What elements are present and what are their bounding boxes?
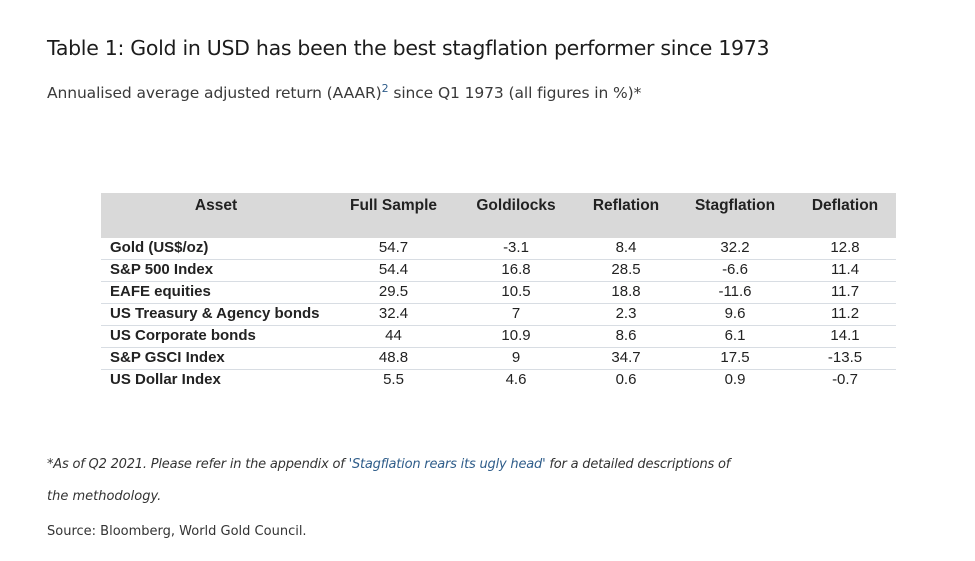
cell-full-sample: 29.5 bbox=[331, 281, 456, 304]
cell-full-sample: 48.8 bbox=[331, 347, 456, 370]
source-note: Source: Bloomberg, World Gold Council. bbox=[47, 524, 307, 539]
cell-deflation: 11.7 bbox=[794, 281, 896, 304]
cell-goldilocks: 16.8 bbox=[456, 259, 576, 282]
header-reflation: Reflation bbox=[576, 193, 676, 238]
cell-goldilocks: -3.1 bbox=[456, 238, 576, 260]
table-header-row: Asset Full Sample Goldilocks Reflation S… bbox=[101, 193, 896, 238]
table-row: Gold (US$/oz) 54.7 -3.1 8.4 32.2 12.8 bbox=[101, 238, 896, 260]
cell-goldilocks: 7 bbox=[456, 303, 576, 326]
cell-reflation: 18.8 bbox=[576, 281, 676, 304]
cell-reflation: 28.5 bbox=[576, 259, 676, 282]
cell-goldilocks: 9 bbox=[456, 347, 576, 370]
table-row: US Corporate bonds 44 10.9 8.6 6.1 14.1 bbox=[101, 325, 896, 348]
asset-name: S&P GSCI Index bbox=[101, 347, 331, 370]
cell-stagflation: 9.6 bbox=[676, 303, 794, 326]
cell-full-sample: 44 bbox=[331, 325, 456, 348]
cell-stagflation: 0.9 bbox=[724, 371, 746, 388]
cell-deflation: 11.4 bbox=[794, 259, 896, 282]
table-subtitle: Annualised average adjusted return (AAAR… bbox=[47, 82, 642, 102]
header-full-sample: Full Sample bbox=[331, 193, 456, 238]
footnote-text-after: for a detailed descriptions of bbox=[545, 457, 731, 472]
cell-reflation: 8.4 bbox=[576, 238, 676, 260]
cell-reflation: 0.6 bbox=[615, 371, 637, 388]
asset-name: EAFE equities bbox=[101, 281, 331, 304]
cell-full-sample: 32.4 bbox=[331, 303, 456, 326]
cell-reflation: 2.3 bbox=[576, 303, 676, 326]
cell-deflation: 11.2 bbox=[794, 303, 896, 326]
table-row: EAFE equities 29.5 10.5 18.8 -11.6 11.7 bbox=[101, 281, 896, 304]
cell-stagflation: -6.6 bbox=[676, 259, 794, 282]
table-row: US Dollar Index 5.5 4.6 0.6 0.9 -0.7 bbox=[101, 370, 896, 392]
cell-full-sample: 54.4 bbox=[331, 259, 456, 282]
asset-name: Gold (US$/oz) bbox=[101, 238, 331, 260]
cell-full-sample: 5.5 bbox=[383, 371, 404, 388]
cell-full-sample: 54.7 bbox=[331, 238, 456, 260]
footnote: *As of Q2 2021. Please refer in the appe… bbox=[47, 457, 730, 472]
footnote-line-2: the methodology. bbox=[47, 489, 162, 504]
cell-goldilocks: 10.9 bbox=[456, 325, 576, 348]
cell-deflation: -0.7 bbox=[832, 371, 858, 388]
table-row: US Treasury & Agency bonds 32.4 7 2.3 9.… bbox=[101, 303, 896, 326]
table-title: Table 1: Gold in USD has been the best s… bbox=[47, 36, 770, 60]
cell-goldilocks: 10.5 bbox=[456, 281, 576, 304]
cell-reflation: 8.6 bbox=[576, 325, 676, 348]
subtitle-text-after: since Q1 1973 (all figures in %)* bbox=[388, 84, 642, 102]
cell-reflation: 34.7 bbox=[576, 347, 676, 370]
footnote-text: *As of Q2 2021. Please refer in the appe… bbox=[47, 457, 349, 472]
cell-deflation: -13.5 bbox=[794, 347, 896, 370]
header-deflation: Deflation bbox=[794, 193, 896, 238]
table-row: S&P 500 Index 54.4 16.8 28.5 -6.6 11.4 bbox=[101, 259, 896, 282]
header-stagflation: Stagflation bbox=[676, 193, 794, 238]
asset-name: US Dollar Index bbox=[110, 371, 221, 388]
cell-goldilocks: 4.6 bbox=[505, 371, 527, 388]
subtitle-text: Annualised average adjusted return (AAAR… bbox=[47, 84, 382, 102]
report-link[interactable]: 'Stagflation rears its ugly head' bbox=[348, 457, 546, 472]
cell-stagflation: 17.5 bbox=[676, 347, 794, 370]
cell-stagflation: 6.1 bbox=[676, 325, 794, 348]
cell-stagflation: -11.6 bbox=[676, 281, 794, 304]
cell-deflation: 14.1 bbox=[794, 325, 896, 348]
table-row: S&P GSCI Index 48.8 9 34.7 17.5 -13.5 bbox=[101, 347, 896, 370]
asset-name: S&P 500 Index bbox=[101, 259, 331, 282]
header-asset: Asset bbox=[101, 193, 331, 238]
cell-deflation: 12.8 bbox=[794, 238, 896, 260]
asset-name: US Corporate bonds bbox=[101, 325, 331, 348]
cell-stagflation: 32.2 bbox=[676, 238, 794, 260]
footnote-reference[interactable]: 2 bbox=[381, 82, 389, 95]
returns-table: Asset Full Sample Goldilocks Reflation S… bbox=[101, 193, 896, 391]
header-goldilocks: Goldilocks bbox=[456, 193, 576, 238]
asset-name: US Treasury & Agency bonds bbox=[101, 303, 331, 326]
